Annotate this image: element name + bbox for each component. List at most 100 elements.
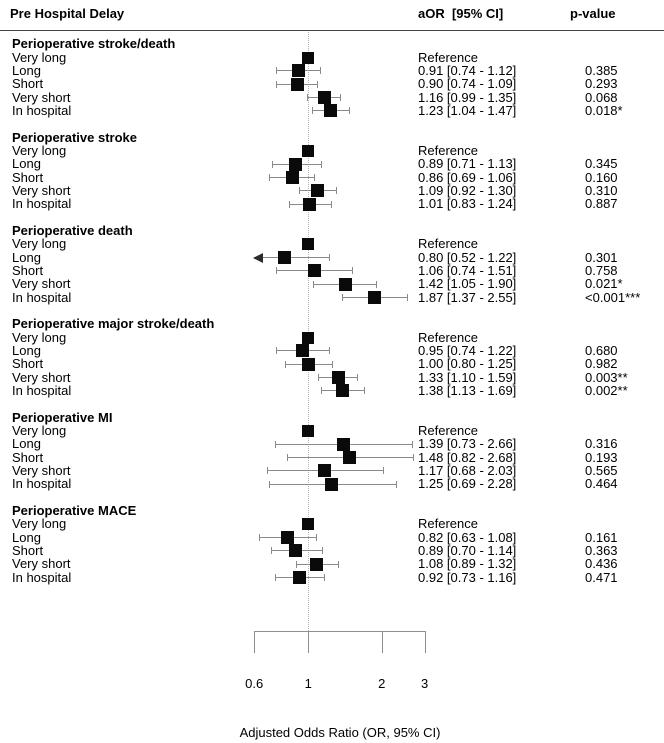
or-marker	[285, 171, 299, 185]
p-value: 0.758	[585, 262, 618, 278]
x-axis-title: Adjusted Odds Ratio (OR, 95% CI)	[239, 725, 441, 740]
axis-tick-label: 1	[304, 676, 312, 691]
or-marker	[335, 384, 349, 398]
row-label: Very long	[12, 142, 67, 158]
ci-cap	[340, 94, 342, 102]
row-label: Short	[12, 169, 44, 185]
p-value: 0.003**	[585, 369, 628, 385]
axis-tick	[424, 631, 426, 653]
ci-cap	[276, 67, 278, 75]
row-label: Very short	[12, 556, 71, 572]
aor-ci-value: 1.01 [0.83 - 1.24]	[418, 196, 517, 212]
ci-cap	[307, 94, 309, 102]
ci-cap	[331, 200, 333, 208]
p-value: 0.068	[585, 89, 618, 105]
ci-cap	[317, 80, 319, 88]
row-label: Long	[12, 249, 41, 265]
row-label: Very long	[12, 49, 67, 65]
or-marker	[318, 464, 332, 478]
ci-cap	[312, 107, 314, 115]
row-label: Very short	[12, 182, 71, 198]
aor-ci-value: 1.23 [1.04 - 1.47]	[418, 102, 517, 118]
or-marker	[302, 197, 316, 211]
aor-ci-value: 1.33 [1.10 - 1.59]	[418, 369, 517, 385]
ci-cap	[357, 374, 359, 382]
ci-cap	[259, 534, 261, 541]
ci-cap	[336, 187, 338, 195]
row-label: Short	[12, 262, 44, 278]
or-marker	[336, 437, 350, 451]
row-label: Very long	[12, 236, 67, 252]
ci-cap	[318, 374, 320, 382]
or-marker	[278, 251, 292, 265]
ci-cap	[411, 440, 413, 448]
ci-cap	[274, 574, 276, 581]
ci-cap	[321, 160, 323, 168]
aor-ci-value: Reference	[418, 422, 478, 438]
group-heading: Perioperative MI	[12, 409, 113, 425]
ci-cap	[329, 254, 331, 262]
aor-ci-value: Reference	[418, 49, 478, 65]
row-label: Short	[12, 449, 44, 465]
or-marker	[307, 264, 321, 278]
p-value: 0.161	[585, 529, 618, 545]
p-value: 0.193	[585, 449, 618, 465]
reference-line	[308, 32, 309, 631]
aor-ci-value: 1.48 [0.82 - 2.68]	[418, 449, 517, 465]
row-label: Short	[12, 76, 44, 92]
group-heading: Perioperative stroke/death	[12, 36, 176, 52]
axis-tick	[381, 631, 383, 653]
aor-ci-value: Reference	[418, 329, 478, 345]
or-marker	[331, 371, 345, 385]
axis-tick	[308, 631, 310, 653]
p-value: 0.680	[585, 342, 618, 358]
ci-cap	[270, 547, 272, 555]
p-value: 0.887	[585, 196, 618, 212]
aor-ci-value: 1.25 [0.69 - 2.28]	[418, 476, 517, 492]
row-label: In hospital	[12, 382, 72, 398]
or-marker	[301, 357, 315, 371]
row-label: In hospital	[12, 569, 72, 585]
group-heading: Perioperative major stroke/death	[12, 316, 215, 332]
row-label: In hospital	[12, 102, 72, 118]
row-label: Very long	[12, 516, 67, 532]
row-label: Very long	[12, 329, 67, 345]
ci-cap	[324, 574, 325, 581]
ci-cap	[313, 280, 315, 288]
p-value: 0.471	[585, 569, 618, 585]
left-arrow-icon	[253, 252, 264, 263]
or-marker	[289, 544, 303, 558]
axis-tick-label: 0.6	[245, 676, 264, 691]
or-marker	[317, 91, 331, 105]
ci-cap	[314, 174, 316, 182]
column-header-aor-ci: aOR [95% CI]	[418, 6, 504, 21]
ci-cap	[269, 174, 270, 182]
ci-line	[254, 257, 330, 259]
aor-ci-value: 1.42 [1.05 - 1.90]	[418, 276, 517, 292]
or-marker	[291, 64, 305, 78]
row-label: Very short	[12, 462, 71, 478]
ci-cap	[363, 387, 365, 395]
aor-ci-value: 0.80 [0.52 - 1.22]	[418, 249, 517, 265]
column-header-pvalue: p-value	[570, 6, 616, 21]
p-value: 0.160	[585, 169, 618, 185]
or-marker	[302, 331, 315, 344]
row-label: Long	[12, 342, 41, 358]
aor-ci-value: 1.87 [1.37 - 2.55]	[418, 289, 517, 305]
aor-ci-value: Reference	[418, 516, 478, 532]
or-marker	[338, 277, 352, 291]
ci-cap	[351, 267, 353, 275]
ci-cap	[337, 560, 339, 568]
ci-cap	[287, 454, 289, 462]
row-label: Very short	[12, 276, 71, 292]
aor-ci-value: 1.39 [0.73 - 2.66]	[418, 436, 517, 452]
column-header-study: Pre Hospital Delay	[10, 6, 125, 21]
ci-cap	[322, 547, 324, 555]
ci-cap	[288, 200, 290, 208]
ci-cap	[272, 160, 274, 168]
row-label: In hospital	[12, 476, 72, 492]
axis-tick-label: 2	[378, 676, 386, 691]
p-value: 0.385	[585, 62, 618, 78]
ci-cap	[276, 347, 278, 355]
aor-ci-value: 0.82 [0.63 - 1.08]	[418, 529, 517, 545]
